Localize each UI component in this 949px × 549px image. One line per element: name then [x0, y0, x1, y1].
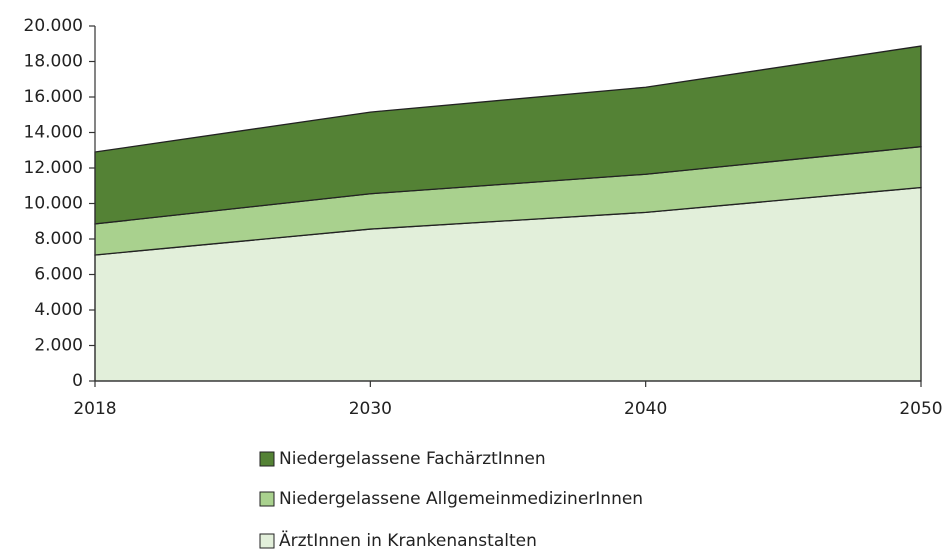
y-tick-label: 18.000	[24, 52, 83, 72]
y-tick-label: 4.000	[34, 300, 83, 320]
y-tick-label: 0	[72, 371, 83, 391]
area	[94, 45, 922, 225]
y-tick-label: 14.000	[24, 123, 83, 143]
x-tick-label: 2030	[349, 399, 392, 419]
legend-label: Niedergelassene FachärztInnen	[279, 449, 546, 469]
legend-swatch	[259, 451, 275, 467]
y-tick-label: 12.000	[24, 158, 83, 178]
y-tick-label: 10.000	[24, 194, 83, 214]
x-tick-label: 2050	[899, 399, 942, 419]
legend-swatch	[259, 533, 275, 549]
y-tick-label: 8.000	[34, 229, 83, 249]
y-tick-label: 6.000	[34, 265, 83, 285]
y-tick-label: 20.000	[24, 16, 83, 36]
y-tick-label: 2.000	[34, 336, 83, 356]
legend-swatch	[259, 491, 275, 507]
x-tick-label: 2018	[73, 399, 116, 419]
x-tick-label: 2040	[624, 399, 667, 419]
legend-label: Niedergelassene AllgemeinmedizinerInnen	[279, 489, 643, 509]
y-tick-label: 16.000	[24, 87, 83, 107]
legend-label: ÄrztInnen in Krankenanstalten	[279, 530, 537, 549]
